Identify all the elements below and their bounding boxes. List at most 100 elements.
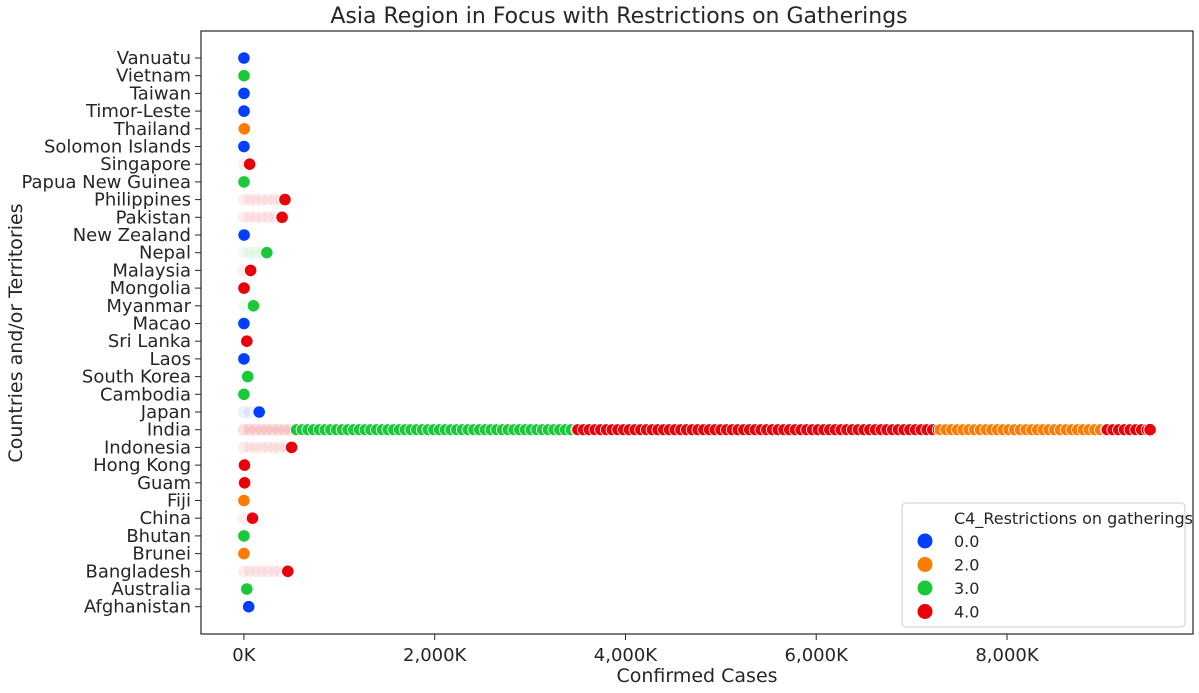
y-tick-label-australia: Australia — [111, 579, 191, 600]
y-tick-label-india: India — [147, 420, 191, 441]
y-tick-label-japan: Japan — [140, 402, 191, 423]
point-laos — [237, 352, 251, 366]
point-vietnam — [237, 68, 251, 83]
y-tick-label-afghanistan: Afghanistan — [84, 597, 191, 618]
point-solomon-islands — [237, 139, 251, 154]
trail-point — [249, 565, 262, 578]
point-philippines — [278, 192, 292, 207]
legend-title: C4_Restrictions on gatherings — [954, 509, 1193, 529]
point-new-zealand — [237, 228, 251, 242]
india-series-point — [277, 423, 290, 436]
y-tick-label-solomon-islands: Solomon Islands — [44, 137, 191, 158]
point-myanmar — [246, 299, 261, 313]
y-tick-label-vanuatu: Vanuatu — [117, 48, 191, 69]
trail-point — [237, 565, 250, 578]
point-sri-lanka — [239, 334, 254, 349]
y-tick-label-bangladesh: Bangladesh — [85, 561, 191, 582]
y-tick-label-hong-kong: Hong Kong — [93, 455, 191, 476]
point-india — [1143, 422, 1157, 437]
trail-point — [267, 441, 280, 454]
trail-point — [237, 193, 250, 206]
trail-point — [255, 211, 268, 224]
y-tick-label-taiwan: Taiwan — [129, 83, 191, 104]
trail-point — [243, 193, 256, 206]
y-tick-label-indonesia: Indonesia — [104, 437, 191, 458]
legend-entry-label: 2.0 — [954, 556, 979, 575]
trail-point — [243, 565, 256, 578]
y-tick-label-thailand: Thailand — [113, 119, 191, 140]
y-tick-label-mongolia: Mongolia — [110, 278, 191, 299]
y-tick-label-laos: Laos — [150, 349, 191, 370]
trail-point — [243, 406, 256, 418]
y-tick-label-cambodia: Cambodia — [100, 384, 191, 405]
y-axis-ticks: VanuatuVietnamTaiwanTimor-LesteThailandS… — [21, 48, 201, 618]
x-axis-label: Confirmed Cases — [616, 665, 777, 687]
legend-entries: 0.0 2.0 3.0 4.0 — [917, 532, 979, 622]
trail-point — [249, 211, 262, 224]
y-tick-label-south-korea: South Korea — [82, 367, 191, 388]
india-series-point — [266, 423, 279, 436]
point-pakistan — [275, 210, 289, 225]
trail-point — [243, 246, 256, 259]
trail-point — [273, 441, 286, 454]
trail-point — [261, 193, 274, 206]
trail-point — [243, 211, 256, 224]
trail-point — [267, 565, 280, 578]
point-cambodia — [237, 387, 251, 402]
point-japan — [252, 405, 266, 419]
point-vanuatu — [237, 51, 251, 65]
trail-point — [237, 406, 250, 418]
point-china — [245, 511, 260, 526]
trail-point — [261, 565, 274, 578]
y-tick-label-bhutan: Bhutan — [126, 526, 191, 547]
y-tick-label-myanmar: Myanmar — [106, 296, 191, 317]
points-layer — [237, 51, 1157, 614]
point-malaysia — [243, 263, 258, 278]
plot-frame — [200, 30, 1194, 635]
trail-point — [249, 441, 262, 454]
point-thailand — [237, 122, 252, 136]
point-mongolia — [237, 281, 251, 295]
trail-point — [237, 441, 250, 454]
y-tick-label-malaysia: Malaysia — [112, 260, 191, 281]
point-australia — [239, 582, 254, 596]
point-bhutan — [237, 529, 251, 543]
india-series-point — [243, 423, 256, 436]
point-fiji — [237, 493, 251, 508]
y-tick-label-philippines: Philippines — [94, 190, 191, 211]
x-tick-label: 4,000K — [594, 645, 659, 666]
legend-marker — [917, 557, 933, 572]
point-guam — [237, 476, 252, 490]
trail-point — [237, 299, 250, 312]
trail-point — [249, 246, 262, 259]
trail-point — [261, 211, 274, 224]
india-series-point — [255, 423, 268, 436]
legend-marker — [917, 604, 933, 619]
india-series-point — [260, 423, 273, 436]
y-tick-label-new-zealand: New Zealand — [73, 225, 191, 246]
trail-point — [237, 211, 250, 224]
point-afghanistan — [241, 599, 256, 614]
legend-entry-label: 4.0 — [954, 603, 979, 622]
india-series-point — [237, 423, 250, 436]
trail-point — [255, 441, 268, 454]
x-tick-label: 0K — [232, 645, 256, 666]
chart-title: Asia Region in Focus with Restrictions o… — [330, 4, 907, 29]
y-tick-label-timor-leste: Timor-Leste — [85, 101, 191, 122]
y-axis-label: Countries and/or Territories — [5, 203, 27, 462]
y-tick-label-sri-lanka: Sri Lanka — [108, 331, 191, 352]
trail-point — [261, 441, 274, 454]
point-nepal — [260, 245, 274, 260]
x-tick-label: 8,000K — [975, 645, 1040, 666]
point-hong-kong — [237, 458, 252, 472]
x-tick-label: 6,000K — [785, 645, 850, 666]
y-tick-label-brunei: Brunei — [132, 544, 191, 565]
trail-point — [249, 193, 262, 206]
y-tick-label-vietnam: Vietnam — [116, 66, 191, 87]
y-tick-label-china: China — [140, 508, 191, 529]
y-tick-label-nepal: Nepal — [139, 243, 191, 264]
trail-point — [255, 193, 268, 206]
point-bangladesh — [281, 564, 295, 579]
legend-entry-label: 0.0 — [954, 532, 979, 551]
